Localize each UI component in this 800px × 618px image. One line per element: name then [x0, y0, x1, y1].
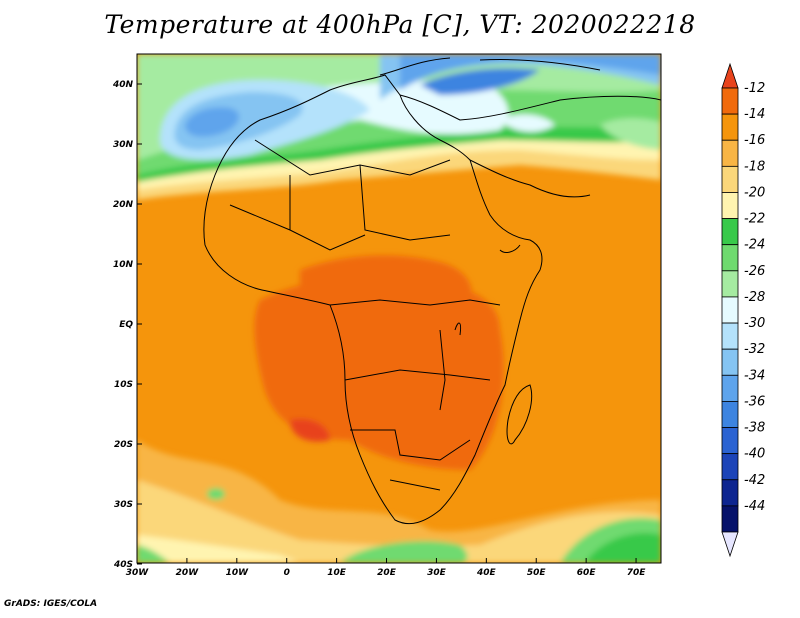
latitude-axis: 40N 30N 20N 10N EQ 10S 20S 30S 40S	[112, 80, 142, 570]
colorbar-label: -22	[744, 212, 765, 227]
colorbar-label: -42	[744, 473, 765, 488]
colorbar: -12 -14 -16 -18 -20 -22 -24 -26 -28 -30 -32 -34 -36 -…	[721, 62, 765, 558]
colorbar-label: -14	[744, 107, 765, 122]
lat-tick-label: 10S	[114, 380, 133, 390]
map-frame	[136, 53, 662, 564]
colorbar-label: -24	[744, 238, 765, 253]
colorbar-label: -38	[744, 421, 765, 436]
map-title: Temperature at 400hPa [C], VT: 202002221…	[104, 10, 696, 39]
lon-tick-label: 10E	[327, 568, 347, 578]
lat-tick-label: 30N	[113, 140, 134, 150]
colorbar-segment	[721, 479, 739, 507]
colorbar-label: -32	[744, 342, 765, 357]
colorbar-segment	[721, 218, 739, 246]
lon-tick-label: 20W	[176, 568, 200, 578]
lat-tick-label: 40N	[112, 80, 134, 90]
colorbar-segment	[721, 401, 739, 428]
colorbar-segment	[721, 192, 739, 219]
colorbar-label: -44	[744, 499, 765, 514]
colorbar-top-arrow	[721, 62, 739, 89]
colorbar-label: -12	[744, 81, 765, 96]
colorbar-bottom-arrow	[721, 531, 739, 558]
colorbar-label: -26	[744, 264, 765, 279]
lon-tick-label: 50E	[527, 568, 547, 578]
colorbar-label: -16	[744, 133, 765, 148]
colorbar-label: -40	[744, 447, 765, 462]
lon-tick-label: 0	[284, 568, 290, 578]
colorbar-segment	[721, 505, 739, 533]
coastlines	[203, 57, 661, 525]
colorbar-segment	[721, 296, 739, 324]
lon-tick-label: 30E	[427, 568, 447, 578]
colorbar-segment	[721, 348, 739, 376]
lon-tick-label: 60E	[577, 568, 597, 578]
longitude-axis: 30W 20W 10W 0 10E 20E 30E 40E 50E 60E 70E	[126, 558, 646, 578]
colorbar-segment	[721, 87, 739, 115]
lat-tick-label: 20N	[113, 200, 134, 210]
lon-tick-label: 30W	[126, 568, 150, 578]
lon-tick-label: 20E	[377, 568, 397, 578]
lat-tick-label: 10N	[113, 260, 134, 270]
colorbar-label: -30	[744, 316, 765, 331]
lat-tick-label: 40S	[113, 560, 133, 570]
lon-tick-label: 40E	[476, 568, 497, 578]
colorbar-segment	[721, 139, 739, 167]
colorbar-label: -20	[744, 185, 765, 200]
colorbar-segment	[721, 374, 739, 402]
lon-tick-label: 10W	[226, 568, 250, 578]
lat-tick-label: EQ	[119, 320, 133, 330]
colorbar-label: -28	[744, 290, 765, 305]
lat-tick-label: 30S	[114, 500, 133, 510]
colorbar-segment	[721, 165, 739, 193]
temperature-field	[137, 54, 661, 563]
colorbar-label: -18	[744, 159, 765, 174]
colorbar-segment	[721, 113, 739, 141]
colorbar-label: -36	[744, 394, 765, 409]
credit-text: GrADS: IGES/COLA	[4, 599, 98, 609]
colorbar-segment	[721, 453, 739, 481]
lat-tick-label: 20S	[114, 440, 133, 450]
colorbar-segment	[721, 270, 739, 298]
colorbar-segment	[721, 427, 739, 455]
colorbar-label: -34	[744, 368, 765, 383]
colorbar-segment	[721, 322, 739, 350]
lon-tick-label: 70E	[627, 568, 647, 578]
colorbar-segment	[721, 244, 739, 272]
